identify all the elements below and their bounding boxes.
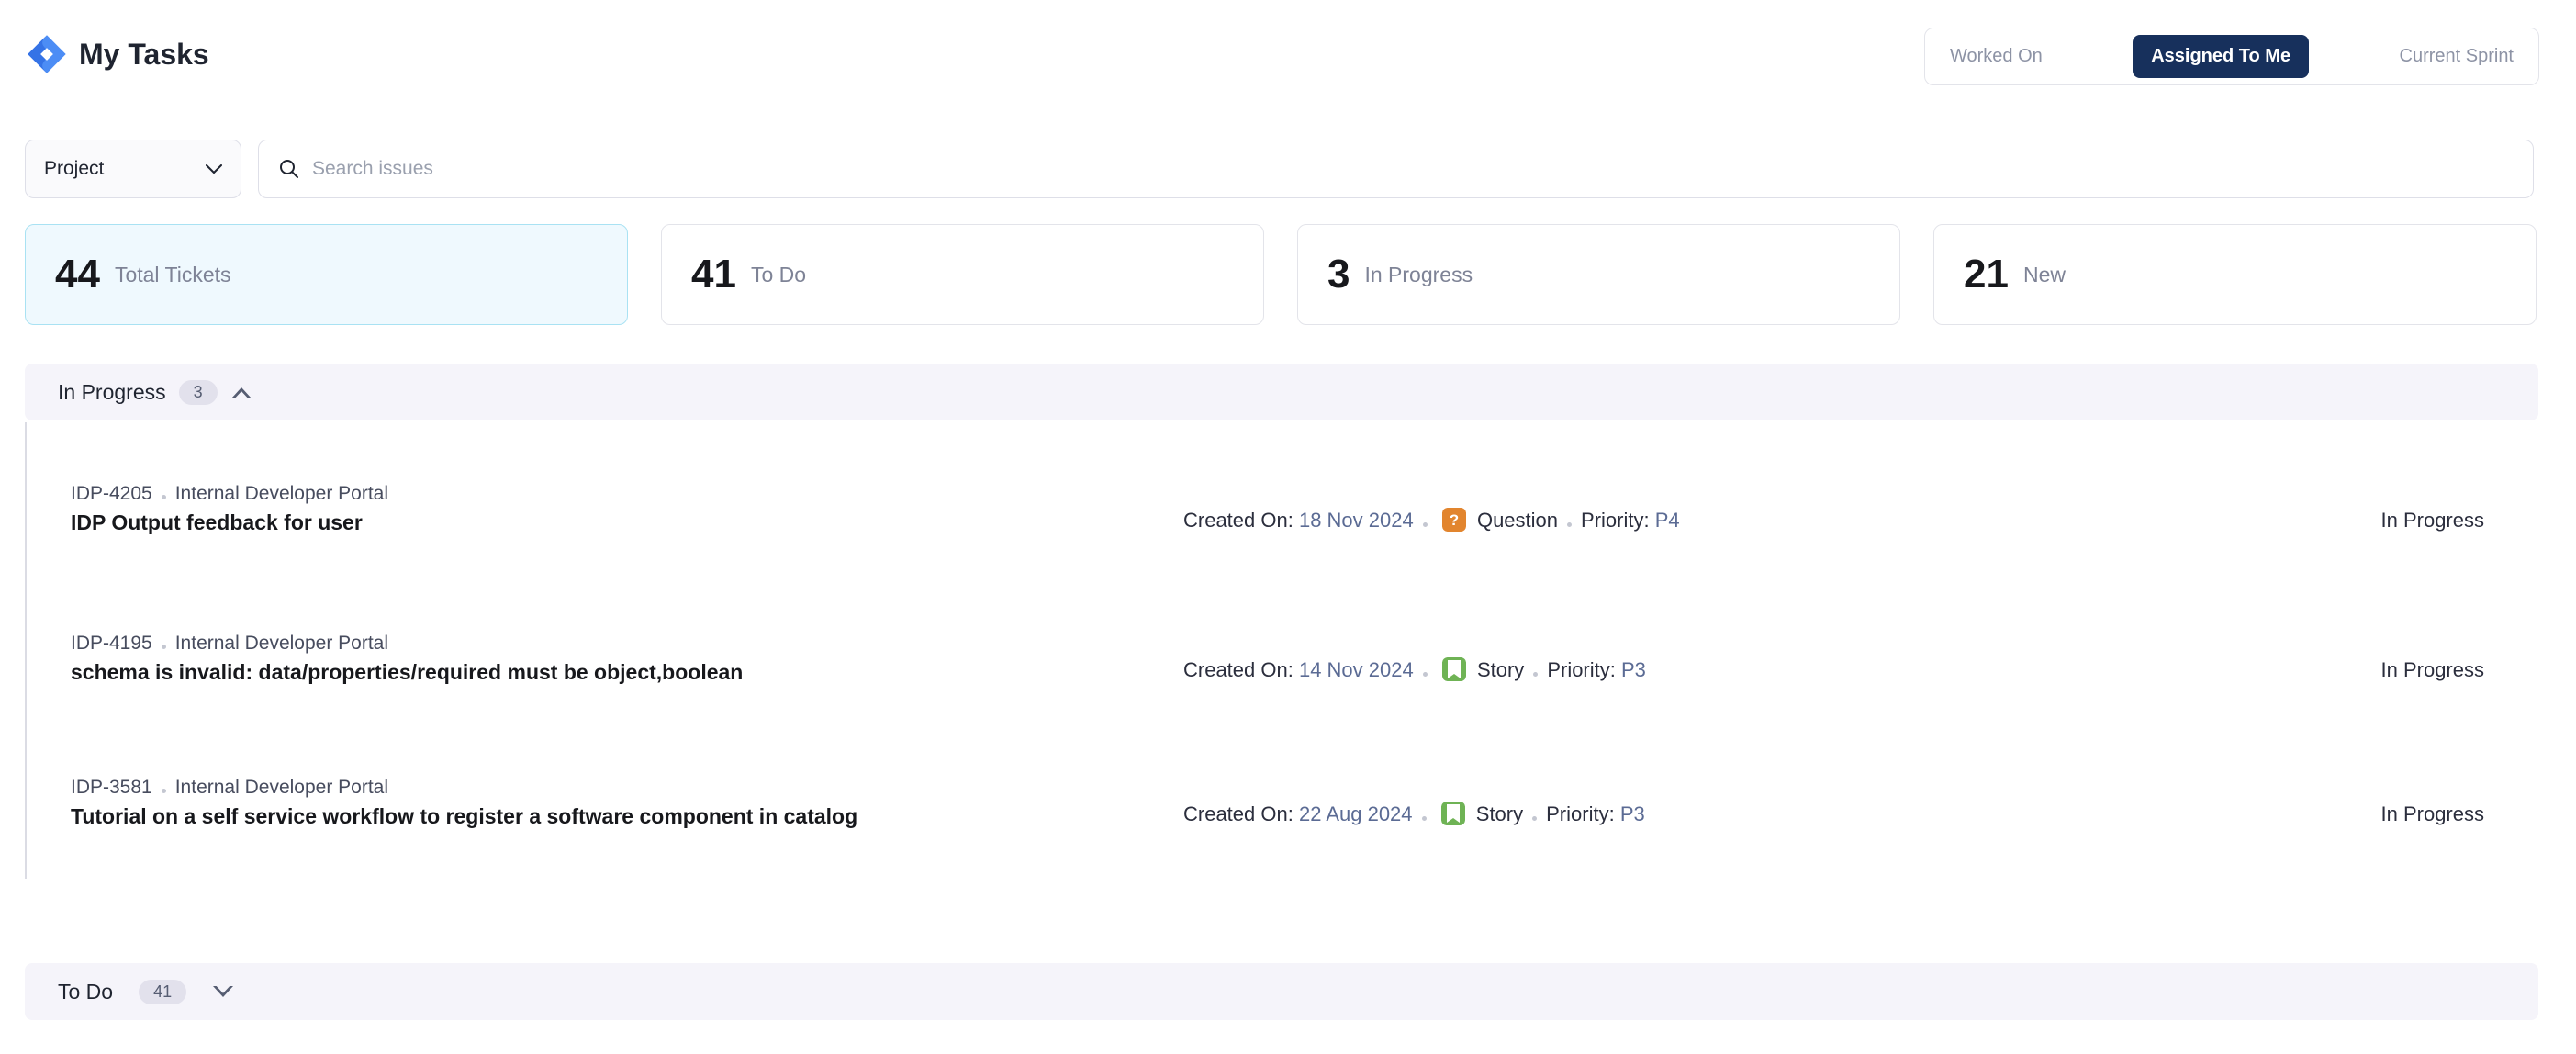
svg-text:?: ? (1450, 511, 1459, 529)
